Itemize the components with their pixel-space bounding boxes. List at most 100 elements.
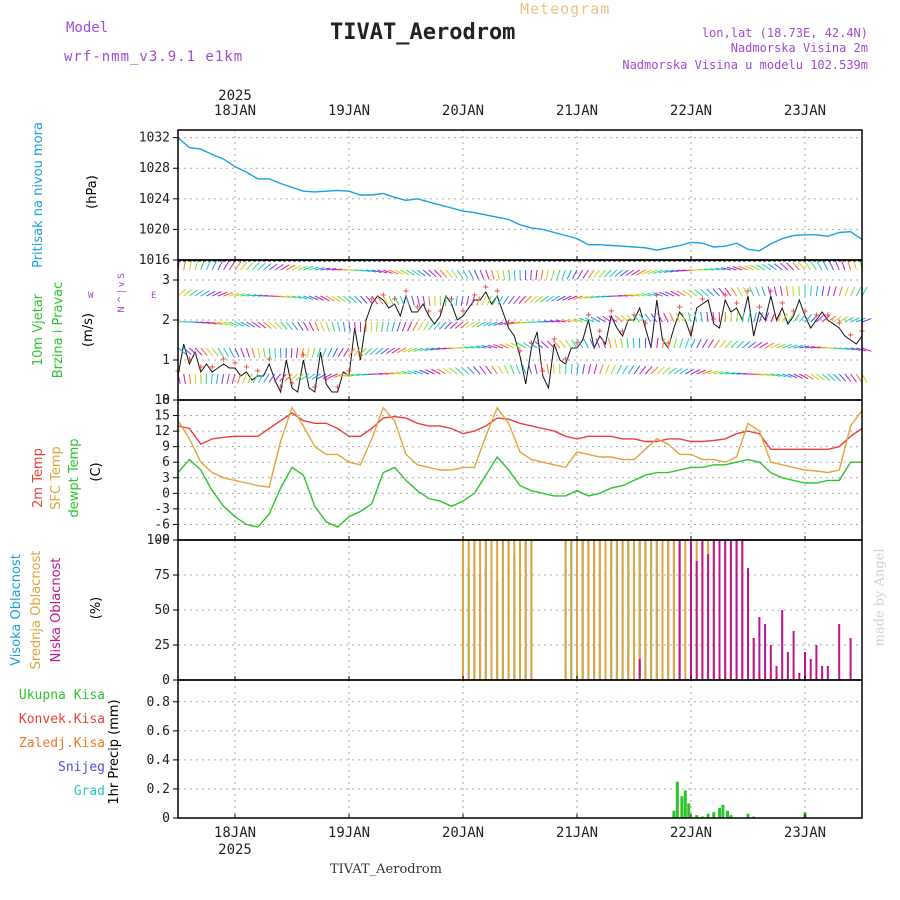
wind-arrow <box>467 366 475 375</box>
wind-arrow <box>240 347 245 358</box>
wind-arrow <box>545 295 555 303</box>
wind-arrow <box>702 370 712 375</box>
wind-arrow <box>245 347 251 358</box>
wind-arrow <box>284 373 293 382</box>
wind-arrow <box>833 373 841 382</box>
gust-marker: + <box>597 326 603 337</box>
wind-arrow <box>810 314 818 323</box>
wind-arrow <box>673 338 678 349</box>
wind-arrow <box>390 372 401 375</box>
x-tick-label-top: 23JAN <box>784 103 826 119</box>
wind-arrow <box>342 295 352 303</box>
gust-marker: + <box>677 302 683 313</box>
wind-arrow <box>295 347 299 358</box>
wind-arrow <box>546 340 555 349</box>
gust-marker: + <box>460 306 466 317</box>
wind-arrow <box>328 373 338 379</box>
wind-arrow <box>815 286 819 297</box>
wind-arrow <box>400 269 410 276</box>
wind-arrow <box>676 290 686 297</box>
gust-marker: + <box>574 338 580 349</box>
gust-marker: + <box>756 302 762 313</box>
wind-arrow <box>251 347 256 358</box>
gust-marker: + <box>221 354 227 365</box>
wind-arrow <box>263 373 270 383</box>
gust-marker: + <box>848 330 854 341</box>
wind-arrow <box>821 373 831 381</box>
wind-arrow <box>759 342 769 349</box>
wind-arrow <box>799 373 809 380</box>
bar-low_cloud <box>826 666 829 680</box>
bar-low_cloud <box>821 666 824 680</box>
wind-arrow <box>675 312 681 323</box>
wind-arrow <box>206 260 211 271</box>
wind-arrow <box>741 312 745 323</box>
wind-arrow <box>719 339 727 349</box>
wind-arrow <box>707 370 718 375</box>
bar-low_cloud <box>707 554 710 680</box>
wind-arrow <box>718 287 726 297</box>
wind-arrow <box>861 373 868 383</box>
wind-arrow <box>565 339 572 349</box>
wind-arrow <box>551 295 561 302</box>
bar-mid_cloud <box>644 540 647 680</box>
wind-arrow <box>614 269 623 277</box>
wind-arrow <box>476 295 481 306</box>
x-tick-label-top: 20JAN <box>442 103 484 119</box>
bar-precip_total <box>725 810 729 818</box>
wind-arrow <box>303 295 313 300</box>
wind-arrow <box>524 295 532 304</box>
wind-arrow <box>475 345 486 349</box>
wind-arrow <box>327 347 333 358</box>
wind-arrow <box>325 295 335 302</box>
wind-arrow <box>853 260 857 271</box>
wind-arrow <box>712 311 715 323</box>
wind-arrow <box>481 345 492 349</box>
bar-mid_cloud <box>650 540 653 680</box>
wind-arrow <box>491 269 495 280</box>
wind-arrow <box>767 286 772 297</box>
wind-arrow <box>528 341 538 349</box>
wind-arrow <box>231 373 236 384</box>
bar-mid_cloud <box>473 540 476 680</box>
wind-arrow <box>633 365 641 375</box>
wind-arrow <box>212 321 223 326</box>
wind-arrow <box>223 292 234 297</box>
wind-arrow <box>810 261 817 271</box>
wind-arrow <box>257 347 261 358</box>
gust-marker: + <box>255 366 261 377</box>
wind-arrow <box>247 373 253 384</box>
wind-arrow <box>690 369 701 375</box>
wind-arrow <box>306 373 316 381</box>
bar-low_cloud <box>758 617 761 680</box>
wind-arrow <box>509 364 515 375</box>
wind-arrow <box>263 263 272 271</box>
bar-low_cloud <box>638 659 641 680</box>
wind-arrow <box>804 314 812 323</box>
wind-arrow <box>268 347 271 358</box>
gust-marker: + <box>278 382 284 393</box>
wind-arrow <box>479 365 487 375</box>
wind-arrow <box>413 370 424 375</box>
wind-arrow <box>425 369 435 375</box>
wind-arrow <box>670 290 680 297</box>
wind-arrow <box>311 347 316 358</box>
wind-arrow <box>582 364 585 375</box>
wind-arrow <box>741 341 751 349</box>
wind-arrow <box>371 295 379 305</box>
wind-arrow <box>396 347 407 354</box>
gust-marker: + <box>745 286 751 297</box>
wind-arrow <box>251 321 261 329</box>
y-tick-label: 3 <box>162 273 170 288</box>
bar-precip_total <box>712 812 716 818</box>
wind-arrow <box>549 320 560 323</box>
wind-arrow <box>552 340 561 349</box>
wind-arrow <box>793 313 800 323</box>
wind-arrow <box>656 366 665 375</box>
wind-arrow <box>855 286 862 297</box>
wind-arrow <box>407 347 418 353</box>
wind-arrow <box>194 260 199 271</box>
bar-mid_cloud <box>576 540 578 680</box>
wind-arrow <box>650 366 659 375</box>
wind-arrow <box>584 317 595 323</box>
